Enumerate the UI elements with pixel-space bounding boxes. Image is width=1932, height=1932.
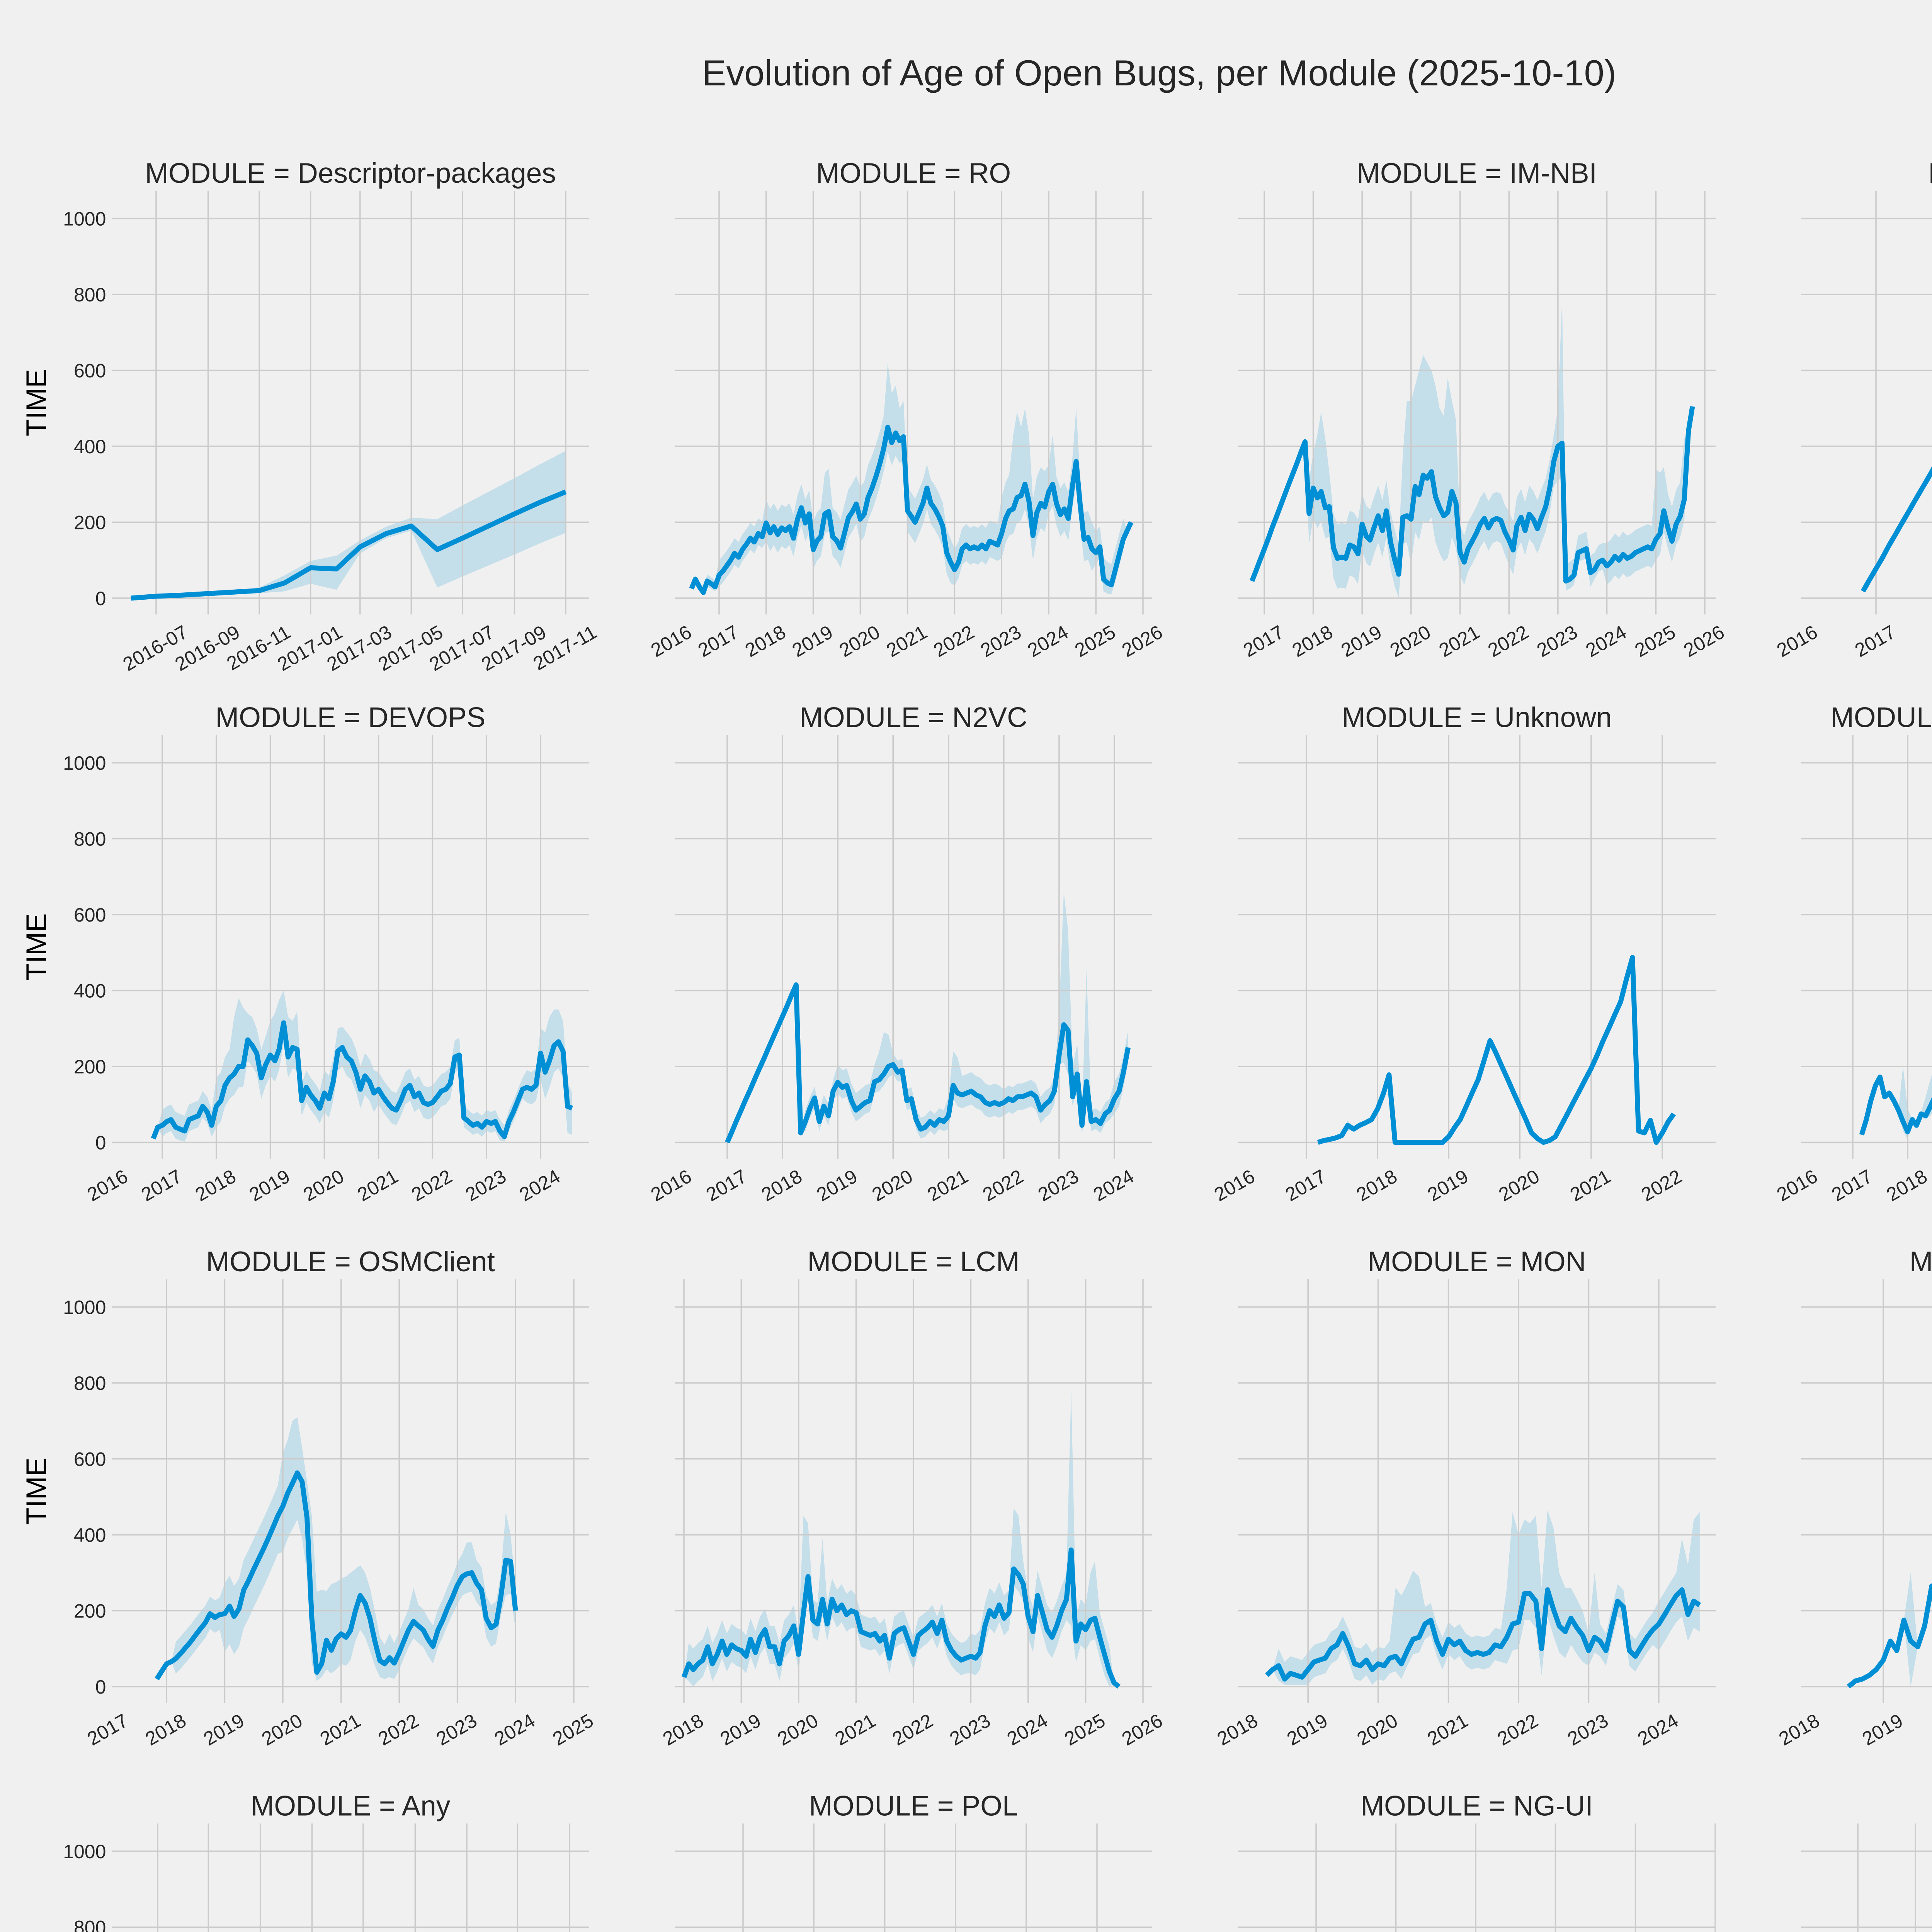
svg-text:MODULE = RO: MODULE = RO [816,158,1011,189]
svg-text:Evolution of Age of Open Bugs,: Evolution of Age of Open Bugs, per Modul… [702,53,1616,93]
svg-text:MODULE = Documentation / Wiki: MODULE = Documentation / Wiki [1830,702,1932,733]
svg-text:0: 0 [95,588,106,609]
svg-text:MODULE = Unknown: MODULE = Unknown [1342,702,1612,733]
svg-text:TIME: TIME [21,369,52,436]
svg-text:MODULE = MON: MODULE = MON [1367,1246,1586,1277]
svg-text:1000: 1000 [63,1297,106,1318]
svg-text:800: 800 [74,1372,106,1394]
svg-text:600: 600 [74,360,106,382]
svg-text:MODULE = N2VC: MODULE = N2VC [799,702,1027,733]
svg-text:400: 400 [74,436,106,457]
svg-text:1000: 1000 [63,752,106,774]
svg-text:800: 800 [74,828,106,850]
svg-text:TIME: TIME [21,1458,52,1525]
svg-text:800: 800 [74,284,106,306]
svg-text:MODULE = IM-NBI: MODULE = IM-NBI [1357,158,1597,189]
svg-text:MODULE = OSMClient: MODULE = OSMClient [206,1246,495,1277]
svg-text:MODULE = LCM: MODULE = LCM [808,1246,1020,1277]
svg-text:MODULE = DEVOPS: MODULE = DEVOPS [216,702,486,733]
svg-text:400: 400 [74,1524,106,1546]
svg-text:TIME: TIME [21,913,52,980]
svg-text:MODULE = common: MODULE = common [1910,1246,1932,1277]
svg-text:MODULE = NG-UI: MODULE = NG-UI [1361,1790,1593,1821]
svg-text:200: 200 [74,512,106,534]
svg-text:MODULE = Any: MODULE = Any [251,1790,451,1821]
svg-text:0: 0 [95,1676,106,1698]
svg-text:600: 600 [74,1449,106,1470]
svg-text:400: 400 [74,980,106,1002]
svg-text:0: 0 [95,1132,106,1154]
svg-text:MODULE = Descriptor-packages: MODULE = Descriptor-packages [145,158,556,189]
svg-text:200: 200 [74,1600,106,1622]
svg-text:MODULE = Other: MODULE = Other [1928,158,1932,189]
svg-text:1000: 1000 [63,1841,106,1862]
svg-text:600: 600 [74,904,106,926]
svg-text:800: 800 [74,1917,106,1932]
svg-text:200: 200 [74,1056,106,1078]
svg-text:MODULE = POL: MODULE = POL [809,1790,1018,1821]
svg-text:2018: 2018 [1929,621,1932,661]
svg-text:1000: 1000 [63,208,106,230]
